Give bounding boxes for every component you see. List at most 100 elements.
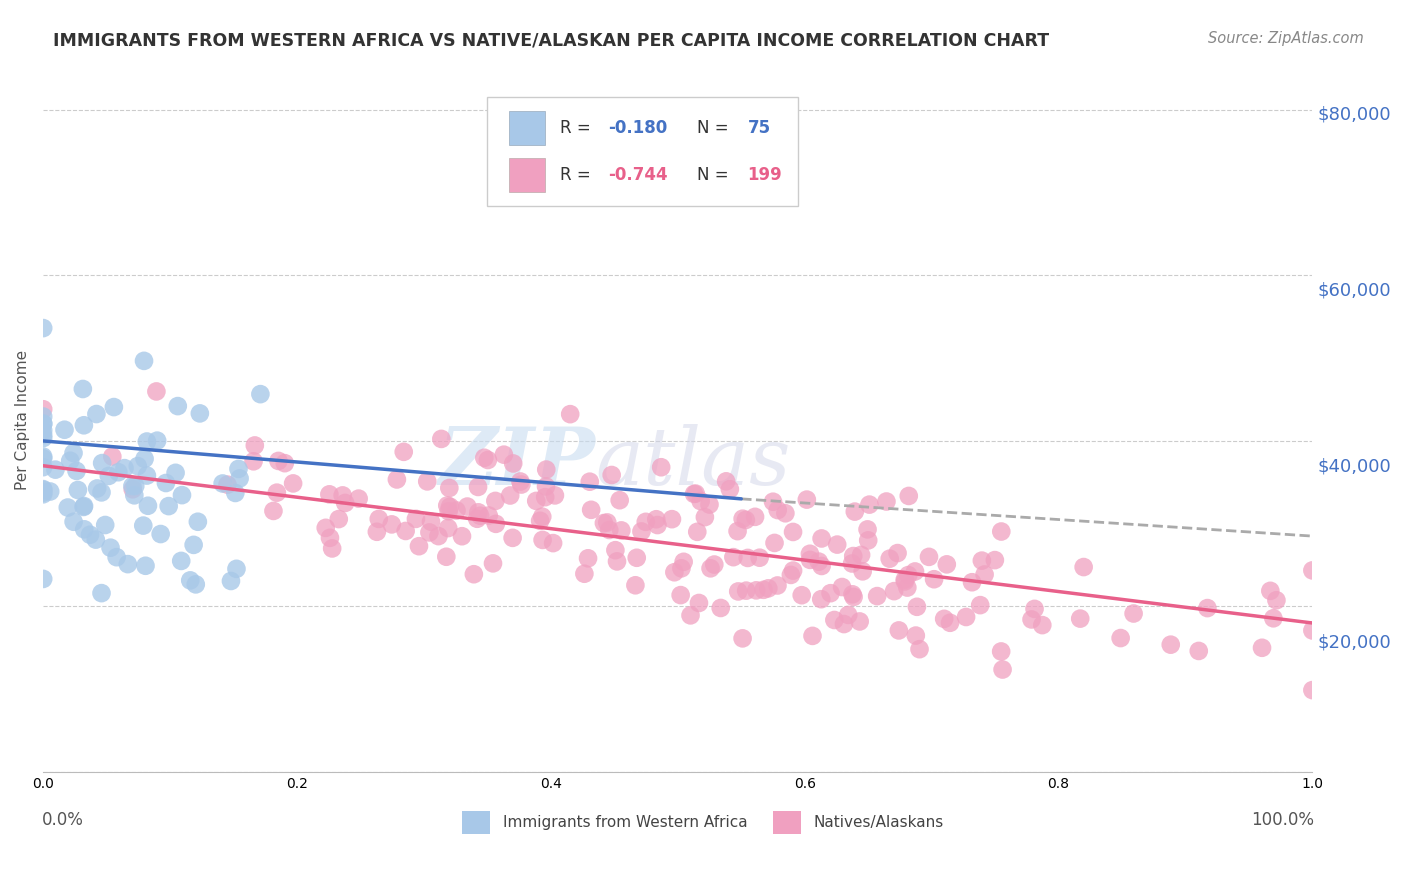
Point <box>134 451 156 466</box>
Text: Immigrants from Western Africa: Immigrants from Western Africa <box>502 815 747 830</box>
Point <box>630 524 652 539</box>
Point <box>609 493 631 508</box>
Text: atlas: atlas <box>595 424 790 501</box>
Point <box>114 461 136 475</box>
Point <box>485 516 508 531</box>
Point <box>672 555 695 569</box>
Point <box>841 587 863 601</box>
Point <box>1069 612 1091 626</box>
Point <box>367 512 389 526</box>
Point <box>934 612 956 626</box>
Text: 75: 75 <box>748 119 770 136</box>
Point <box>634 515 657 529</box>
Point <box>32 402 55 417</box>
Point <box>219 574 242 588</box>
Point <box>467 480 489 494</box>
Point <box>1260 583 1282 598</box>
Point <box>430 432 453 446</box>
Point <box>32 321 55 335</box>
Point <box>905 599 928 614</box>
Point <box>321 541 343 556</box>
Point <box>1109 631 1132 645</box>
Point <box>904 565 927 579</box>
Point <box>59 454 82 468</box>
Point <box>121 479 143 493</box>
Point <box>1122 607 1144 621</box>
Point <box>66 483 89 497</box>
Point <box>766 578 789 592</box>
Point <box>842 590 865 604</box>
Point <box>228 471 250 485</box>
FancyBboxPatch shape <box>509 158 544 192</box>
Point <box>714 475 737 489</box>
Point <box>103 400 125 414</box>
Point <box>385 473 408 487</box>
Point <box>671 561 693 575</box>
Point <box>984 553 1007 567</box>
Point <box>1031 618 1053 632</box>
Point <box>72 500 94 514</box>
Point <box>90 485 112 500</box>
Point <box>823 613 845 627</box>
Point <box>32 431 55 445</box>
Y-axis label: Per Capita Income: Per Capita Income <box>15 351 30 491</box>
Point <box>502 457 524 471</box>
Point <box>831 580 853 594</box>
Point <box>437 504 460 518</box>
Point <box>683 487 706 501</box>
Point <box>32 424 55 438</box>
Point <box>470 508 492 523</box>
Point <box>56 500 79 515</box>
Point <box>1263 611 1285 625</box>
Point <box>576 551 599 566</box>
Point <box>65 464 87 478</box>
Point <box>779 568 801 582</box>
Point <box>541 536 564 550</box>
Point <box>960 575 983 590</box>
Point <box>187 515 209 529</box>
Point <box>744 509 766 524</box>
Point <box>796 492 818 507</box>
Point <box>782 564 804 578</box>
Point <box>381 517 404 532</box>
Point <box>155 475 177 490</box>
Point <box>502 531 524 545</box>
Point <box>650 460 672 475</box>
Point <box>669 588 692 602</box>
Point <box>90 586 112 600</box>
Point <box>897 568 920 582</box>
Point <box>664 566 686 580</box>
Point <box>392 445 415 459</box>
Point <box>1301 563 1323 577</box>
Point <box>782 524 804 539</box>
Point <box>165 466 187 480</box>
Point <box>73 522 96 536</box>
Point <box>624 578 647 592</box>
Point <box>723 550 745 565</box>
Point <box>451 529 474 543</box>
Point <box>347 491 370 506</box>
Point <box>124 488 146 502</box>
Point <box>117 557 139 571</box>
Point <box>79 527 101 541</box>
Point <box>904 629 927 643</box>
Point <box>858 498 880 512</box>
Point <box>456 500 478 514</box>
Point <box>101 450 124 464</box>
Point <box>837 607 859 622</box>
Text: IMMIGRANTS FROM WESTERN AFRICA VS NATIVE/ALASKAN PER CAPITA INCOME CORRELATION C: IMMIGRANTS FROM WESTERN AFRICA VS NATIVE… <box>53 31 1049 49</box>
Point <box>693 510 716 524</box>
Point <box>319 531 342 545</box>
Point <box>157 499 180 513</box>
Point <box>170 554 193 568</box>
Point <box>645 512 668 526</box>
Point <box>807 555 830 569</box>
Point <box>990 524 1012 539</box>
Point <box>107 465 129 479</box>
Point <box>529 514 551 528</box>
Point <box>477 453 499 467</box>
Point <box>734 513 756 527</box>
Point <box>328 512 350 526</box>
Point <box>32 485 55 500</box>
Point <box>699 498 721 512</box>
